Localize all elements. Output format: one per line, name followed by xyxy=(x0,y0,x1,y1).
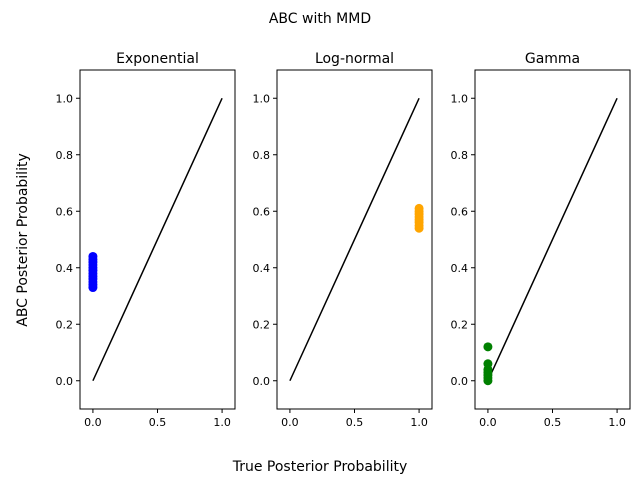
y-tick-label: 0.2 xyxy=(451,318,469,331)
panel-title: Log-normal xyxy=(315,51,394,67)
x-tick-label: 0.5 xyxy=(544,416,562,429)
y-tick-label: 0.4 xyxy=(253,262,271,275)
y-tick-label: 0.4 xyxy=(451,262,469,275)
x-tick-label: 1.0 xyxy=(608,416,626,429)
scatter-point xyxy=(483,342,493,352)
chart-panel: Gamma 0.0 0.5 1.0 0.0 0.2 0.4 0.6 0.8 1.0 xyxy=(451,51,631,429)
y-tick-label: 0.8 xyxy=(451,149,469,162)
y-tick-label: 0.6 xyxy=(56,205,74,218)
y-axis-label: ABC Posterior Probability xyxy=(15,153,31,327)
figure-title: ABC with MMD xyxy=(269,11,371,27)
y-tick-label: 0.0 xyxy=(56,375,74,388)
y-tick-label: 1.0 xyxy=(253,92,271,105)
y-tick-label: 0.2 xyxy=(253,318,271,331)
x-tick-label: 1.0 xyxy=(410,416,428,429)
y-tick-label: 0.6 xyxy=(451,205,469,218)
panel-title: Exponential xyxy=(116,51,199,67)
y-tick-label: 0.8 xyxy=(253,149,271,162)
x-axis-label: True Posterior Probability xyxy=(232,459,408,475)
x-tick-label: 0.0 xyxy=(479,416,497,429)
x-tick-label: 0.5 xyxy=(346,416,364,429)
panel-title: Gamma xyxy=(525,51,580,67)
scatter-point xyxy=(414,203,424,213)
y-tick-label: 1.0 xyxy=(451,92,469,105)
y-tick-label: 0.6 xyxy=(253,205,271,218)
scatter-point xyxy=(483,359,493,369)
x-tick-label: 1.0 xyxy=(213,416,231,429)
y-tick-label: 0.8 xyxy=(56,149,74,162)
y-tick-label: 0.0 xyxy=(253,375,271,388)
y-tick-label: 0.0 xyxy=(451,375,469,388)
chart-panel: Exponential 0.0 0.5 1.0 0.0 0.2 0.4 0.6 0.8 1.0 xyxy=(56,51,236,429)
scatter-point xyxy=(88,251,98,261)
x-tick-label: 0.5 xyxy=(149,416,167,429)
y-tick-label: 1.0 xyxy=(56,92,74,105)
y-tick-label: 0.4 xyxy=(56,262,74,275)
reference-line xyxy=(289,97,420,382)
x-tick-label: 0.0 xyxy=(84,416,102,429)
y-tick-label: 0.2 xyxy=(56,318,74,331)
x-tick-label: 0.0 xyxy=(281,416,299,429)
reference-line xyxy=(92,97,223,382)
reference-line xyxy=(487,97,618,382)
chart-panel: Log-normal 0.0 0.5 1.0 0.0 0.2 0.4 0.6 0.8 1.0 xyxy=(253,51,433,429)
